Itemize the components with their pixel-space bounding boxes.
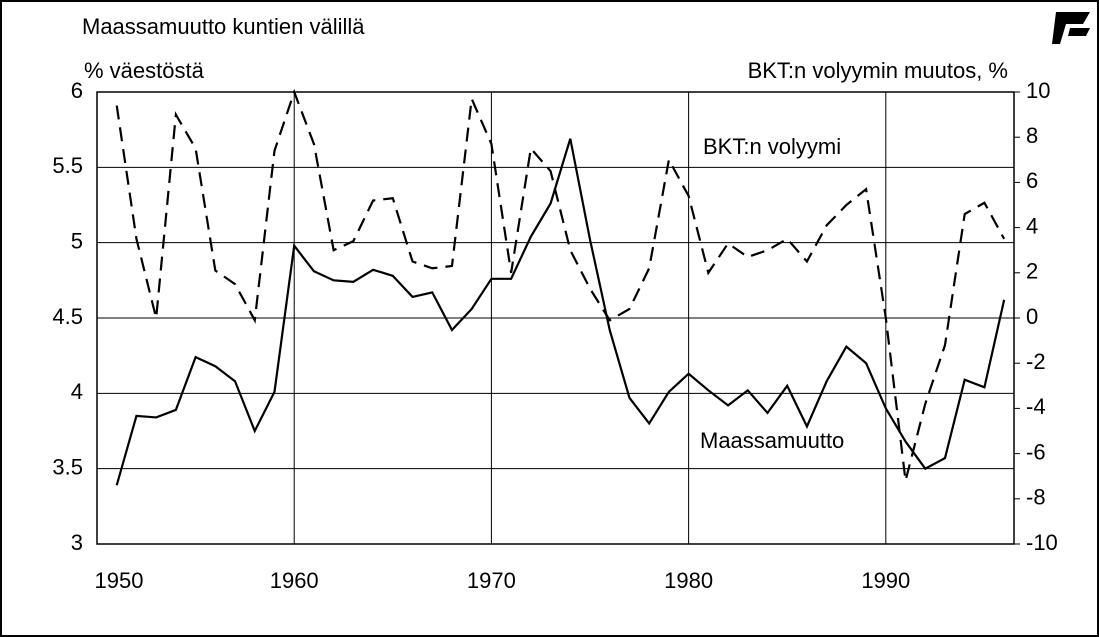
x-tick-label: 1960 [270, 568, 319, 593]
x-tick-label: 1950 [95, 568, 144, 593]
x-tick-label: 1980 [664, 568, 713, 593]
y2-tick-label: 2 [1026, 259, 1038, 284]
y-tick-label: 4 [71, 379, 83, 404]
y-tick-label: 5 [71, 228, 83, 253]
y2-tick-label: 10 [1026, 78, 1050, 103]
annotation: BKT:n volyymi [703, 134, 841, 159]
y-tick-label: 3 [71, 530, 83, 555]
y2-tick-label: 4 [1026, 213, 1038, 238]
y2-tick-label: -4 [1026, 394, 1046, 419]
y2-tick-label: -10 [1026, 530, 1058, 555]
x-tick-label: 1990 [861, 568, 910, 593]
y-tick-label: 4.5 [52, 304, 83, 329]
y-tick-label: 6 [71, 78, 83, 103]
y-label: Maassamuutto kuntien välillä [82, 14, 365, 39]
y2-tick-label: -8 [1026, 485, 1046, 510]
y2-tick-label: 6 [1026, 168, 1038, 193]
x-tick-label: 1970 [467, 568, 516, 593]
series-line [115, 138, 1006, 486]
y-tick-label: 3.5 [52, 454, 83, 479]
annotation: Maassamuutto [700, 428, 844, 453]
y2-tick-label: 0 [1026, 304, 1038, 329]
series-line [115, 88, 1006, 481]
y2-tick-label: -6 [1026, 439, 1046, 464]
y2-tick-label: 8 [1026, 123, 1038, 148]
y2-tick-label: -2 [1026, 349, 1046, 374]
logo [1052, 12, 1090, 44]
y-tick-label: 5.5 [52, 153, 83, 178]
y2-label: BKT:n volyymin muutos, % [748, 58, 1008, 83]
y-label: % väestöstä [84, 58, 205, 83]
